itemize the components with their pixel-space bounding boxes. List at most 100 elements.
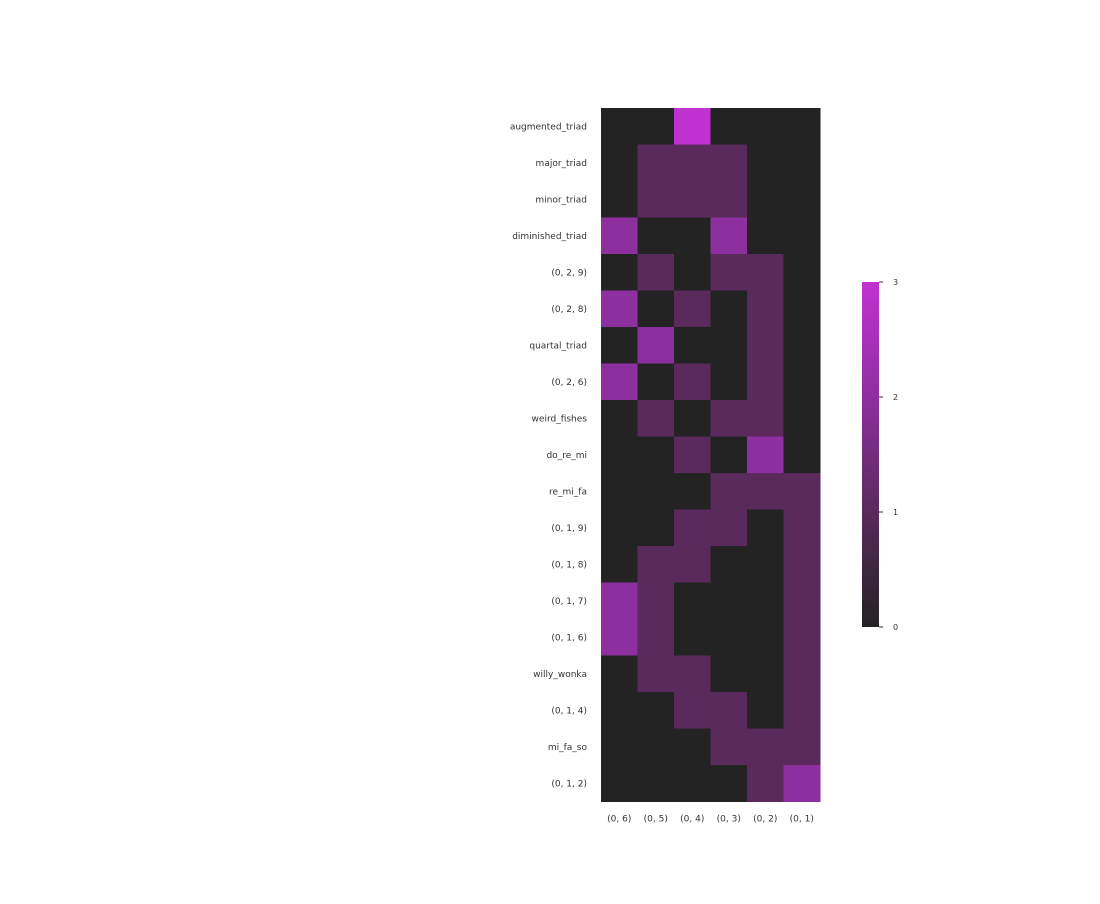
y-tick-label: do_re_mi xyxy=(546,451,587,461)
heatmap-cell xyxy=(710,765,748,802)
heatmap-cell xyxy=(747,290,784,328)
heatmap-cell xyxy=(747,436,784,474)
heatmap-cell xyxy=(783,473,821,510)
heatmap-cell xyxy=(674,290,711,328)
heatmap-cell xyxy=(601,509,638,547)
heatmap-cell xyxy=(783,254,821,291)
x-tick-label: (0, 6) xyxy=(607,815,631,825)
colorbar xyxy=(862,282,879,627)
heatmap-cell xyxy=(601,290,638,328)
y-tick-label: (0, 1, 7) xyxy=(551,597,587,607)
heatmap-cell xyxy=(710,290,748,328)
heatmap-cell xyxy=(601,436,638,474)
heatmap-cell xyxy=(601,363,638,401)
heatmap-cell xyxy=(783,582,821,620)
x-tick-label: (0, 5) xyxy=(644,815,668,825)
heatmap-cell xyxy=(637,692,675,729)
heatmap-cell xyxy=(710,217,748,255)
heatmap-cell xyxy=(674,728,711,766)
heatmap-cell xyxy=(674,473,711,510)
heatmap-cell xyxy=(601,728,638,766)
heatmap-cell xyxy=(783,108,821,145)
heatmap-cell xyxy=(747,509,784,547)
colorbar-tick-label: 3 xyxy=(893,278,898,287)
heatmap-cell xyxy=(674,436,711,474)
heatmap-cell xyxy=(710,728,748,766)
heatmap-cell xyxy=(783,400,821,437)
heatmap-cell xyxy=(674,619,711,656)
y-tick-label: (0, 1, 4) xyxy=(551,706,587,716)
colorbar-tick-label: 1 xyxy=(893,508,898,517)
heatmap-cell xyxy=(637,217,675,255)
heatmap-cell xyxy=(601,400,638,437)
heatmap-cell xyxy=(747,217,784,255)
heatmap-cell xyxy=(783,546,821,583)
heatmap-cell xyxy=(783,290,821,328)
heatmap-cell xyxy=(637,290,675,328)
heatmap-cell xyxy=(601,473,638,510)
heatmap-cell xyxy=(710,436,748,474)
y-tick-label: (0, 2, 8) xyxy=(551,305,587,315)
heatmap-cell xyxy=(637,546,675,583)
heatmap-cell xyxy=(637,473,675,510)
heatmap-cell xyxy=(674,217,711,255)
heatmap-cell xyxy=(747,473,784,510)
y-tick-label: augmented_triad xyxy=(510,122,587,132)
heatmap-cell xyxy=(637,509,675,547)
heatmap-cell xyxy=(747,108,784,145)
x-tick-label: (0, 4) xyxy=(680,815,704,825)
heatmap-cell xyxy=(637,108,675,145)
heatmap-cell xyxy=(674,692,711,729)
heatmap-cell xyxy=(783,765,821,802)
heatmap-cell xyxy=(637,619,675,656)
heatmap-cell xyxy=(747,363,784,401)
heatmap-cell xyxy=(601,619,638,656)
y-tick-label: (0, 1, 9) xyxy=(551,524,587,534)
heatmap-cell xyxy=(601,692,638,729)
heatmap-cell xyxy=(747,582,784,620)
heatmap-cell xyxy=(747,181,784,218)
heatmap-cell xyxy=(601,254,638,291)
heatmap-cell xyxy=(637,436,675,474)
y-tick-label: re_mi_fa xyxy=(549,487,587,497)
colorbar-tick-label: 2 xyxy=(893,393,898,402)
heatmap-cell xyxy=(747,254,784,291)
heatmap-cell xyxy=(637,327,675,364)
heatmap-cell xyxy=(710,619,748,656)
y-tick-label: (0, 1, 8) xyxy=(551,560,587,570)
heatmap-cell xyxy=(674,546,711,583)
heatmap-cell xyxy=(783,327,821,364)
heatmap-cell xyxy=(783,692,821,729)
x-tick-label: (0, 2) xyxy=(753,815,777,825)
heatmap-cell xyxy=(601,181,638,218)
heatmap-cell xyxy=(747,327,784,364)
heatmap-cell xyxy=(601,144,638,182)
y-tick-label: (0, 2, 9) xyxy=(551,268,587,278)
x-tick-label: (0, 1) xyxy=(790,815,814,825)
heatmap-cell xyxy=(674,509,711,547)
y-tick-label: (0, 1, 6) xyxy=(551,633,587,643)
heatmap-cell xyxy=(637,181,675,218)
heatmap-cell xyxy=(637,363,675,401)
heatmap-cell xyxy=(783,619,821,656)
heatmap-cell xyxy=(710,181,748,218)
y-tick-label: minor_triad xyxy=(535,195,587,205)
heatmap-cell xyxy=(601,546,638,583)
heatmap-cell xyxy=(710,254,748,291)
colorbar-tick-label: 0 xyxy=(893,623,898,632)
heatmap-cell xyxy=(783,436,821,474)
y-tick-label: diminished_triad xyxy=(512,232,587,242)
heatmap-cell xyxy=(637,582,675,620)
y-tick-label: major_triad xyxy=(536,159,587,169)
heatmap-cell xyxy=(674,181,711,218)
heatmap-cell xyxy=(783,217,821,255)
heatmap-cell xyxy=(747,692,784,729)
heatmap-cell xyxy=(747,765,784,802)
heatmap-cell xyxy=(674,400,711,437)
heatmap-cell xyxy=(601,655,638,693)
heatmap-cell xyxy=(710,108,748,145)
heatmap-cell xyxy=(601,765,638,802)
heatmap-cell xyxy=(747,728,784,766)
